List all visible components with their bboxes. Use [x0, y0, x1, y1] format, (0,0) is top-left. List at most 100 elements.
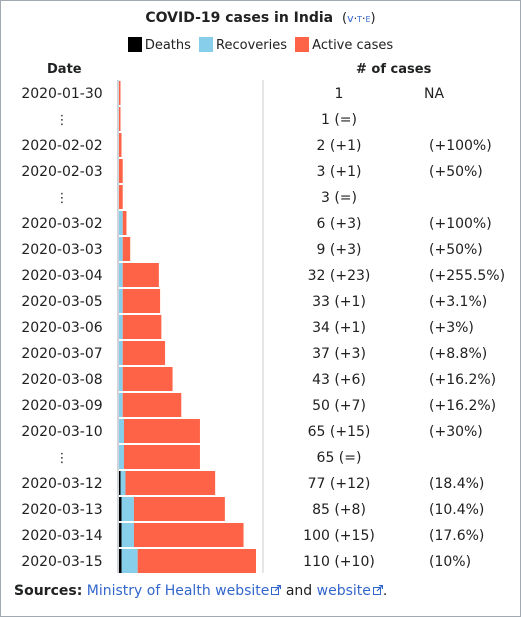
row-case-count: 50 (+7): [312, 398, 366, 414]
row-date: 2020-03-07: [21, 346, 102, 362]
row-date: 2020-03-15: [21, 554, 102, 570]
row-case-count: 37 (+3): [312, 346, 366, 362]
row-percent-change: (+30%): [429, 424, 483, 440]
date-column-header: Date: [47, 62, 82, 77]
bar-active: [137, 549, 256, 573]
bar-deaths: [119, 523, 122, 547]
row-ellipsis: ⋮: [56, 113, 69, 128]
row-ellipsis: ⋮: [56, 191, 69, 206]
row-case-count: 32 (+23): [308, 268, 371, 284]
bar-recoveries: [119, 211, 123, 235]
cases-column-header: # of cases: [356, 62, 432, 77]
bar-active: [123, 419, 200, 443]
bar-active: [122, 341, 166, 365]
external-link-icon: [271, 585, 282, 595]
bar-active: [119, 133, 122, 157]
bar-active: [122, 237, 131, 261]
navbox-links: (v·t·e): [342, 11, 376, 26]
chart-title: COVID-19 cases in India (v·t·e): [1, 10, 520, 26]
row-case-count: 2 (+1): [317, 138, 362, 154]
row-date: 2020-03-03: [21, 242, 102, 258]
row-percent-change: (+8.8%): [429, 346, 487, 362]
bar-recoveries: [119, 237, 123, 261]
sources-line: Sources: Ministry of Health website and …: [14, 583, 388, 599]
row-percent-change: NA: [424, 86, 444, 102]
row-percent-change: (10.4%): [429, 502, 484, 518]
row-case-count: 65 (+15): [308, 424, 371, 440]
bar-active: [125, 471, 216, 495]
ministry-of-health-link[interactable]: Ministry of Health: [86, 583, 211, 599]
row-percent-change: (+16.2%): [429, 398, 496, 414]
row-case-count: 9 (+3): [317, 242, 362, 258]
bar-recoveries: [119, 419, 124, 443]
talk-link[interactable]: t: [357, 12, 362, 25]
row-date: 2020-03-05: [21, 294, 102, 310]
row-percent-change: (18.4%): [429, 476, 484, 492]
legend-recoveries: Recoveries: [199, 37, 287, 53]
bar-active: [122, 315, 162, 339]
row-case-count: 65 (=): [317, 450, 362, 466]
row-date: 2020-03-10: [21, 424, 102, 440]
row-case-count: 3 (+1): [317, 164, 362, 180]
row-case-count: 1 (=): [321, 112, 357, 128]
bar-deaths: [119, 497, 122, 521]
bar-recoveries: [119, 367, 123, 391]
bar-recoveries: [119, 341, 123, 365]
bar-active: [119, 185, 123, 209]
bar-deaths: [119, 471, 121, 495]
row-case-count: 85 (+8): [312, 502, 366, 518]
external-link-icon: [372, 585, 383, 595]
row-date: 2020-03-08: [21, 372, 102, 388]
bar-recoveries: [119, 315, 123, 339]
row-case-count: 6 (+3): [317, 216, 362, 232]
row-case-count: 3 (=): [321, 190, 357, 206]
row-date: 2020-03-14: [21, 528, 102, 544]
bar-recoveries: [119, 289, 123, 313]
bar-active: [119, 81, 121, 105]
bar-active: [133, 497, 225, 521]
legend-swatch: [127, 37, 142, 52]
row-date: 2020-01-30: [21, 86, 102, 102]
row-date: 2020-02-02: [21, 138, 102, 154]
row-percent-change: (+255.5%): [429, 268, 505, 284]
row-percent-change: (+100%): [429, 216, 492, 232]
bar-recoveries: [121, 523, 134, 547]
view-link[interactable]: v: [347, 12, 354, 25]
bar-active: [122, 211, 127, 235]
row-ellipsis: ⋮: [56, 451, 69, 466]
row-percent-change: (+100%): [429, 138, 492, 154]
row-case-count: 1: [335, 86, 344, 102]
row-date: 2020-02-03: [21, 164, 102, 180]
legend-swatch: [199, 37, 214, 52]
row-case-count: 110 (+10): [303, 554, 375, 570]
row-case-count: 43 (+6): [312, 372, 366, 388]
bar-active: [122, 263, 159, 287]
row-case-count: 34 (+1): [312, 320, 366, 336]
bar-recoveries: [119, 393, 123, 417]
row-percent-change: (+50%): [429, 242, 483, 258]
bar-active: [119, 107, 121, 131]
bar-chart: 2020-01-30 1 NA ⋮ 1 (=) 2020-02-02 2 (+1) (+100…: [21, 80, 505, 573]
row-case-count: 33 (+1): [312, 294, 366, 310]
row-date: 2020-03-04: [21, 268, 102, 284]
bar-active: [122, 367, 173, 391]
bar-recoveries: [119, 263, 123, 287]
row-percent-change: (17.6%): [429, 528, 484, 544]
row-date: 2020-03-12: [21, 476, 102, 492]
legend-active: Active cases: [295, 37, 393, 53]
edit-link[interactable]: e: [365, 12, 371, 25]
row-date: 2020-03-06: [21, 320, 102, 336]
row-percent-change: (+3.1%): [429, 294, 487, 310]
row-case-count: 77 (+12): [308, 476, 371, 492]
row-percent-change: (+16.2%): [429, 372, 496, 388]
bar-recoveries: [119, 445, 124, 469]
bar-recoveries: [121, 549, 138, 573]
chart-legend: Deaths Recoveries Active cases: [1, 37, 520, 53]
website-link-2[interactable]: website: [317, 583, 383, 599]
bar-active: [122, 289, 161, 313]
website-link-1[interactable]: website: [215, 583, 282, 599]
bar-deaths: [119, 549, 122, 573]
row-percent-change: (+3%): [429, 320, 474, 336]
bar-active: [133, 523, 244, 547]
